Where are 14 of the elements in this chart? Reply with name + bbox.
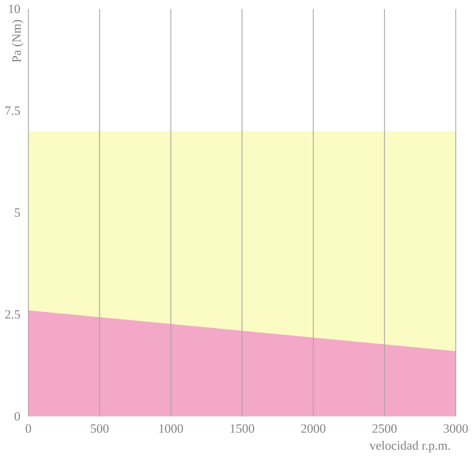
x-tick-label: 500 bbox=[90, 424, 109, 433]
y-tick-label: 10 bbox=[8, 4, 20, 14]
x-tick-label: 2500 bbox=[372, 424, 397, 433]
x-tick-label: 0 bbox=[26, 424, 32, 433]
x-tick-label: 1000 bbox=[159, 424, 183, 433]
x-tick-label: 3000 bbox=[444, 424, 468, 433]
y-tick-label: 5 bbox=[14, 208, 20, 217]
y-tick-label: 7.5 bbox=[6, 106, 20, 115]
x-tick-label: 2000 bbox=[301, 424, 326, 433]
y-tick-label: 2.5 bbox=[5, 310, 20, 319]
x-axis-title: velocidad r.p.m. bbox=[370, 440, 450, 452]
x-tick-label: 1500 bbox=[230, 424, 254, 433]
y-tick-label: 0 bbox=[14, 412, 20, 421]
y-axis-title: Pa (Nm) bbox=[12, 20, 24, 62]
